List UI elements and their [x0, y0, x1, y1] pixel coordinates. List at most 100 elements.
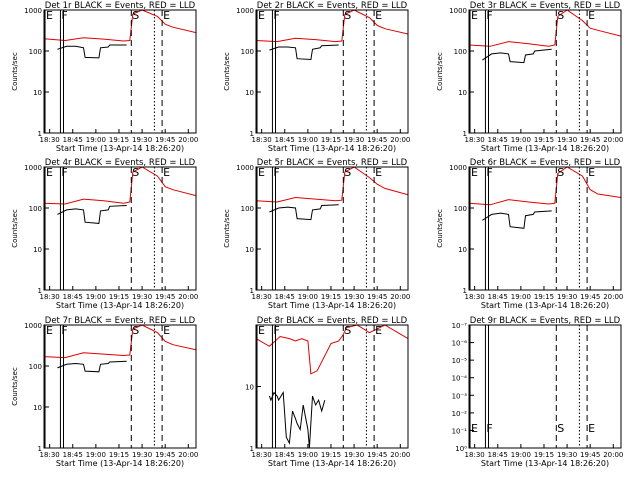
y-tick-label: 10 [245, 89, 254, 97]
y-tick-label: 10⁻⁴ [452, 375, 468, 383]
y-tick-label: 10 [458, 89, 467, 97]
x-tick-label: 19:15 [109, 136, 129, 144]
x-tick-label: 18:30 [465, 451, 485, 459]
x-tick-label: 19:00 [298, 136, 318, 144]
marker-label: E [471, 422, 478, 435]
y-axis-label: Counts/sec [223, 52, 231, 91]
x-tick-label: 19:15 [321, 451, 341, 459]
x-tick-label: 18:30 [40, 451, 60, 459]
marker-label: E [163, 9, 170, 22]
marker-label: E [46, 9, 53, 22]
events-series-line [57, 360, 127, 373]
y-tick-label: 1000 [236, 7, 254, 15]
marker-label: S [344, 9, 351, 22]
x-tick-label: 18:45 [63, 136, 83, 144]
x-tick-label: 20:00 [603, 293, 623, 301]
x-tick-label: 19:45 [367, 293, 387, 301]
marker-label: S [557, 166, 564, 179]
panel-frame [468, 9, 622, 134]
events-series-line [482, 48, 552, 64]
x-tick-label: 19:00 [511, 136, 531, 144]
x-tick-label: 19:30 [344, 293, 364, 301]
y-tick-label: 1 [463, 287, 467, 295]
y-tick-label: 100 [29, 48, 42, 56]
x-axis-label: Start Time (13-Apr-14 18:26:20) [268, 144, 396, 153]
marker-label: F [273, 9, 279, 22]
y-tick-label: 1000 [236, 164, 254, 172]
y-tick-label: 1000 [24, 164, 42, 172]
y-axis-label: Counts/sec [436, 209, 444, 248]
x-tick-label: 19:15 [109, 451, 129, 459]
marker-label: S [344, 324, 351, 337]
x-tick-label: 18:30 [252, 293, 272, 301]
y-axis-label: Counts/sec [436, 52, 444, 91]
x-tick-label: 19:30 [557, 293, 577, 301]
x-axis-label: Start Time (13-Apr-14 18:26:20) [481, 301, 609, 310]
y-tick-label: 1000 [24, 7, 42, 15]
x-tick-label: 18:45 [488, 451, 508, 459]
y-tick-label: 1 [38, 445, 42, 453]
y-tick-label: 10⁻⁶ [452, 340, 468, 348]
x-axis-label: Start Time (13-Apr-14 18:26:20) [56, 144, 184, 153]
x-tick-label: 19:30 [132, 451, 152, 459]
x-axis-label: Start Time (13-Apr-14 18:26:20) [481, 144, 609, 153]
x-axis-label: Start Time (13-Apr-14 18:26:20) [56, 301, 184, 310]
marker-label: E [258, 166, 265, 179]
marker-label: E [258, 324, 265, 337]
panel-title: Det 2r BLACK = Events, RED = LLD [257, 1, 408, 11]
events-series-line [482, 210, 552, 229]
x-tick-label: 20:00 [390, 136, 410, 144]
x-tick-label: 19:45 [155, 451, 175, 459]
x-tick-label: 18:30 [40, 293, 60, 301]
x-tick-label: 20:00 [178, 136, 198, 144]
panel-frame [468, 324, 622, 449]
y-tick-label: 10⁻¹ [452, 427, 468, 435]
x-tick-label: 19:30 [344, 451, 364, 459]
x-tick-label: 19:45 [155, 293, 175, 301]
lld-series-line [256, 10, 408, 43]
x-tick-label: 19:15 [109, 293, 129, 301]
marker-label: S [557, 9, 564, 22]
y-tick-label: 100 [454, 205, 467, 213]
events-series-line [57, 44, 127, 59]
x-tick-label: 19:00 [298, 293, 318, 301]
y-tick-label: 10⁻⁷ [452, 322, 468, 330]
lld-series-line [44, 325, 196, 359]
marker-label: S [132, 166, 139, 179]
marker-label: E [588, 9, 595, 22]
marker-label: E [46, 324, 53, 337]
y-tick-label: 1 [250, 130, 254, 138]
events-series-line [269, 44, 339, 61]
lld-series-line [44, 10, 196, 42]
marker-label: E [375, 9, 382, 22]
marker-label: F [486, 166, 492, 179]
marker-label: F [486, 422, 492, 435]
panel-title: Det 5r BLACK = Events, RED = LLD [257, 158, 408, 168]
panel-frame [43, 166, 197, 291]
panel-title: Det 1r BLACK = Events, RED = LLD [45, 1, 196, 11]
y-tick-label: 1000 [449, 7, 467, 15]
y-tick-label: 1 [38, 130, 42, 138]
x-tick-label: 19:30 [132, 136, 152, 144]
x-tick-label: 19:30 [557, 451, 577, 459]
marker-label: E [163, 324, 170, 337]
lld-series-line [256, 167, 408, 203]
x-axis-label: Start Time (13-Apr-14 18:26:20) [268, 459, 396, 468]
x-tick-label: 20:00 [603, 451, 623, 459]
x-tick-label: 18:45 [275, 293, 295, 301]
x-tick-label: 19:00 [86, 136, 106, 144]
y-tick-label: 1000 [24, 322, 42, 330]
marker-label: E [258, 9, 265, 22]
x-tick-label: 20:00 [178, 293, 198, 301]
events-series-line [268, 390, 326, 448]
y-tick-label: 10⁻⁵ [452, 357, 468, 365]
events-series-line [57, 205, 127, 224]
lld-series-line [256, 325, 408, 375]
